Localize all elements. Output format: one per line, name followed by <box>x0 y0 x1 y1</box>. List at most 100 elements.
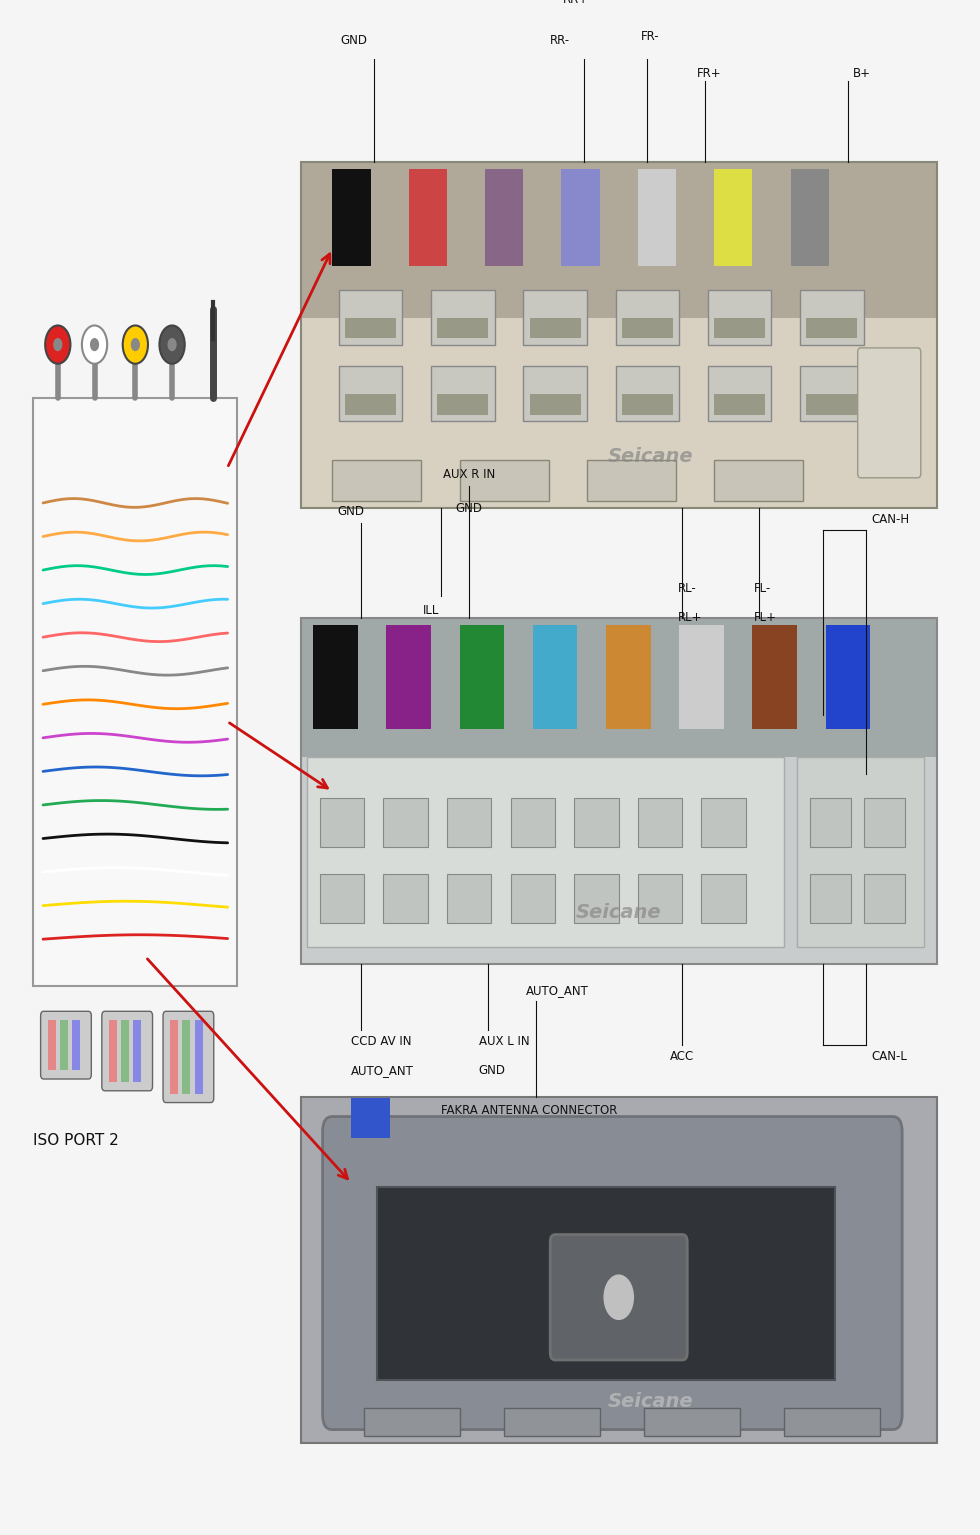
Bar <box>182 1021 190 1094</box>
Bar <box>352 1096 390 1137</box>
Bar <box>345 394 396 414</box>
Bar <box>809 875 851 923</box>
FancyBboxPatch shape <box>858 348 921 477</box>
Circle shape <box>131 339 139 350</box>
Bar <box>319 798 365 847</box>
Circle shape <box>54 339 62 350</box>
Bar <box>753 625 797 729</box>
Circle shape <box>169 339 176 350</box>
Text: RL-: RL- <box>677 582 696 594</box>
Bar <box>523 367 587 422</box>
Bar <box>784 1408 880 1435</box>
Bar <box>562 169 600 266</box>
Bar <box>122 1021 129 1082</box>
Bar <box>807 394 858 414</box>
Bar <box>301 163 937 508</box>
Text: CAN-H: CAN-H <box>871 513 909 525</box>
Bar <box>615 367 679 422</box>
Bar <box>383 875 428 923</box>
Bar <box>386 625 431 729</box>
Bar <box>638 798 682 847</box>
Bar <box>644 1408 740 1435</box>
Text: FL-: FL- <box>754 582 771 594</box>
Bar <box>638 169 676 266</box>
FancyBboxPatch shape <box>550 1234 687 1360</box>
Bar <box>431 290 495 345</box>
Circle shape <box>160 325 184 364</box>
Bar <box>863 798 906 847</box>
Bar <box>533 625 577 729</box>
Text: AUTO_ANT: AUTO_ANT <box>351 1064 415 1078</box>
Bar <box>863 875 906 923</box>
Text: GND: GND <box>456 502 483 516</box>
FancyBboxPatch shape <box>163 1012 214 1102</box>
Bar <box>797 757 924 947</box>
Bar <box>800 367 863 422</box>
Bar <box>807 318 858 339</box>
Bar <box>332 459 421 500</box>
Bar <box>460 459 549 500</box>
Bar <box>431 367 495 422</box>
Bar <box>529 318 580 339</box>
Text: Seicane: Seicane <box>608 447 694 465</box>
Bar <box>529 394 580 414</box>
FancyBboxPatch shape <box>102 1012 153 1091</box>
Circle shape <box>45 325 71 364</box>
Circle shape <box>90 339 98 350</box>
Text: B+: B+ <box>853 66 870 80</box>
Bar <box>301 163 937 508</box>
Bar <box>708 367 771 422</box>
Text: FR+: FR+ <box>697 66 722 80</box>
Bar <box>133 1021 141 1082</box>
Text: ISO PORT 2: ISO PORT 2 <box>33 1133 119 1148</box>
Bar <box>314 625 358 729</box>
Bar <box>447 798 491 847</box>
Text: AUX L IN: AUX L IN <box>478 1035 529 1048</box>
Bar <box>702 798 746 847</box>
Bar <box>622 394 673 414</box>
Bar <box>511 875 555 923</box>
Text: CCD AV IN: CCD AV IN <box>351 1035 412 1048</box>
Bar <box>809 798 851 847</box>
Bar <box>825 625 870 729</box>
Bar <box>714 169 753 266</box>
Bar <box>714 318 765 339</box>
Bar <box>437 394 488 414</box>
Text: CAN-L: CAN-L <box>871 1050 906 1062</box>
Bar <box>714 394 765 414</box>
Bar <box>319 875 365 923</box>
Bar <box>791 169 829 266</box>
Bar <box>622 318 673 339</box>
Bar <box>638 875 682 923</box>
Text: RL+: RL+ <box>677 611 702 625</box>
Bar <box>48 1021 56 1070</box>
Text: ACC: ACC <box>670 1050 695 1062</box>
Text: RR+: RR+ <box>563 0 589 6</box>
FancyBboxPatch shape <box>322 1116 903 1429</box>
Bar <box>301 619 937 964</box>
Bar <box>194 1021 203 1094</box>
FancyBboxPatch shape <box>40 1012 91 1079</box>
Text: GND: GND <box>341 34 368 48</box>
Bar <box>345 318 396 339</box>
Bar <box>504 1408 600 1435</box>
Bar <box>301 619 937 964</box>
Bar <box>171 1021 178 1094</box>
Bar <box>574 798 618 847</box>
Text: Seicane: Seicane <box>576 903 662 923</box>
Bar <box>383 798 428 847</box>
Bar <box>511 798 555 847</box>
Text: FAKRA ANTENNA CONNECTOR: FAKRA ANTENNA CONNECTOR <box>441 1104 617 1117</box>
Text: AUTO_ANT: AUTO_ANT <box>526 984 589 996</box>
Bar <box>587 459 676 500</box>
Bar <box>447 875 491 923</box>
Bar <box>460 625 504 729</box>
Bar <box>339 290 403 345</box>
Bar <box>301 1096 937 1443</box>
Text: AUX R IN: AUX R IN <box>443 468 495 482</box>
Text: FL+: FL+ <box>754 611 777 625</box>
Bar <box>109 1021 117 1082</box>
Text: Seicane: Seicane <box>608 1392 694 1411</box>
Bar <box>523 290 587 345</box>
Bar <box>615 290 679 345</box>
